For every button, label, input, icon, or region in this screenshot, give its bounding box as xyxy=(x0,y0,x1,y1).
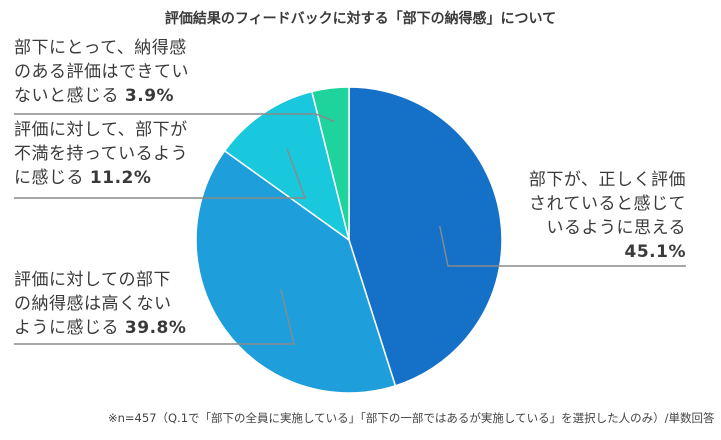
slice-label-0-line-1: されていると感じて xyxy=(529,194,686,214)
slice-label-3-pct: 3.9% xyxy=(124,86,175,106)
slice-label-0-line-2: いるように思える xyxy=(546,218,686,238)
pie-slice-1 xyxy=(195,149,397,394)
slice-label-2-pct: 11.2% xyxy=(89,168,152,188)
slice-label-3-line-2: ないと感じる xyxy=(14,86,119,106)
slice-label-2-line-1: 不満を持っているよう xyxy=(14,144,189,164)
leader-line-0 xyxy=(439,225,686,267)
pie-slice-0 xyxy=(348,86,503,387)
slice-label-2: 評価に対して、部下が 不満を持っているよう に感じる 11.2% xyxy=(14,118,188,190)
leader-line-1 xyxy=(14,289,295,345)
leader-lines xyxy=(14,113,686,345)
slice-label-0: 部下が、正しく評価 されていると感じて いるように思える 45.1% xyxy=(470,168,686,264)
slice-label-3-line-1: のある評価はできてい xyxy=(14,62,189,82)
slice-label-1-pct: 39.8% xyxy=(124,318,187,338)
pie-slices xyxy=(195,86,503,394)
slice-label-1: 評価に対しての部下 の納得感は高くない ように感じる 39.8% xyxy=(14,268,186,340)
footnote: ※n=457（Q.1で「部下の全員に実施している」「部下の一部ではあるが実施して… xyxy=(108,411,715,425)
slice-label-1-line-0: 評価に対しての部下 xyxy=(14,270,171,290)
leader-line-2 xyxy=(14,148,307,199)
slice-label-1-line-2: ように感じる xyxy=(14,318,119,338)
leader-line-3 xyxy=(14,113,335,123)
slice-label-0-line-0: 部下が、正しく評価 xyxy=(528,170,686,190)
slice-label-2-line-2: に感じる xyxy=(14,168,84,188)
slice-label-1-line-1: の納得感は高くない xyxy=(14,294,172,314)
slice-label-3: 部下にとって、納得感 のある評価はできてい ないと感じる 3.9% xyxy=(14,36,189,108)
pie-slice-3 xyxy=(310,86,350,241)
chart-title: 評価結果のフィードバックに対する「部下の納得感」について xyxy=(164,11,557,27)
slice-label-3-line-0: 部下にとって、納得感 xyxy=(14,38,187,58)
slice-label-0-pct: 45.1% xyxy=(624,242,686,262)
slice-label-2-line-0: 評価に対して、部下が xyxy=(14,120,188,140)
